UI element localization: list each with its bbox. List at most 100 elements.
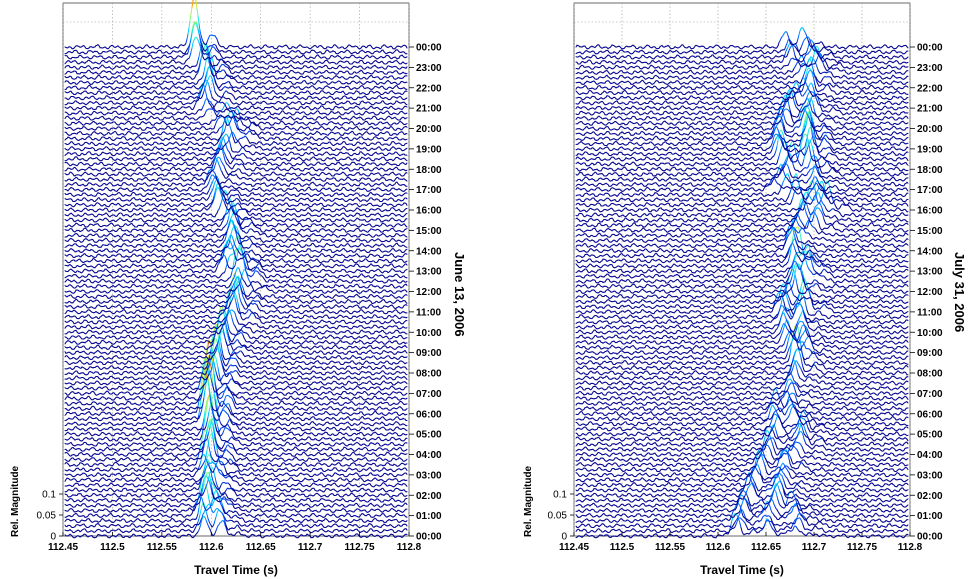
hour-label: 11:00: [416, 307, 441, 318]
waveform-trace: [576, 112, 908, 141]
waveform-trace: [65, 339, 407, 375]
waveform-trace: [65, 37, 407, 64]
x-tick-label: 112.45: [48, 542, 78, 553]
waveform-trace: [65, 22, 407, 59]
waveform-trace: [576, 278, 908, 309]
waveform-trace: [65, 310, 407, 329]
hour-label: 15:00: [416, 226, 442, 237]
x-tick-label: 112.55: [147, 542, 177, 553]
left-x-axis-label: Travel Time (s): [194, 563, 278, 577]
waveform-trace: [576, 40, 908, 59]
hour-label: 08:00: [416, 369, 442, 380]
waveform-trace: [65, 176, 407, 197]
waveform-trace: [576, 199, 908, 227]
x-tick-label: 112.75: [345, 542, 375, 553]
hour-label: 08:00: [917, 369, 943, 380]
hour-label: 18:00: [416, 165, 442, 176]
hour-label: 06:00: [917, 409, 943, 420]
waveform-trace: [65, 358, 407, 395]
right-y-ticks: 0 0.05 0.1: [548, 490, 574, 543]
waveform-trace: [576, 98, 908, 125]
hour-label: 01:00: [917, 511, 943, 522]
hour-label: 18:00: [917, 165, 943, 176]
y-tick-label: 0: [561, 532, 567, 543]
hour-label: 21:00: [416, 104, 442, 115]
waveform-trace: [65, 184, 407, 207]
left-date-label: June 13, 2006: [452, 252, 467, 337]
waveform-trace: [576, 128, 908, 156]
hour-label: 14:00: [917, 246, 943, 257]
hour-label: 13:00: [416, 267, 442, 278]
waveform-trace: [576, 311, 908, 334]
hour-label: 04:00: [416, 450, 442, 461]
x-tick-label: 112.8: [898, 542, 923, 553]
left-y-ticks: 00.050.1: [37, 490, 63, 543]
hour-label: 19:00: [416, 144, 442, 155]
right-y-axis-label: Rel. Magnitude: [523, 465, 534, 537]
waveform-trace: [65, 310, 407, 339]
hour-label: 22:00: [917, 83, 943, 94]
hour-label: 22:00: [416, 83, 442, 94]
right-x-ticks: 112.45 112.5 112.55 112.6 112.65 112.7 112.75 1…: [559, 532, 923, 553]
hour-label: 01:00: [416, 511, 442, 522]
hour-label: 09:00: [917, 348, 943, 359]
right-date-label: July 31, 2006: [952, 252, 967, 332]
hour-label: 00:00: [416, 43, 442, 54]
hour-label: 00:00: [416, 532, 442, 543]
hour-label: 05:00: [917, 430, 943, 441]
left-waveform-panel: 112.45 112.5 112.55 112.6 112.65 112.7 112.75 1…: [10, 0, 467, 577]
hour-label: 06:00: [416, 409, 442, 420]
right-x-axis-label: Travel Time (s): [700, 563, 784, 577]
hour-label: 07:00: [917, 389, 943, 400]
waveform-trace: [65, 395, 407, 431]
hour-label: 20:00: [917, 124, 943, 135]
x-tick-label: 112.7: [802, 542, 827, 553]
waveform-trace: [576, 270, 908, 299]
hour-label: 20:00: [416, 124, 442, 135]
x-tick-label: 112.5: [610, 542, 635, 553]
hour-label: 16:00: [917, 206, 943, 217]
left-hour-labels: 00:0001:0002:0003:0004:0005:0006:0007:00…: [409, 43, 442, 543]
x-tick-label: 112.65: [246, 542, 276, 553]
waveform-trace: [65, 49, 407, 79]
hour-label: 14:00: [416, 246, 442, 257]
x-tick-label: 112.7: [298, 542, 323, 553]
hour-label: 23:00: [917, 63, 943, 74]
hour-label: 05:00: [416, 430, 442, 441]
waveform-trace: [576, 411, 908, 431]
hour-label: 15:00: [917, 226, 943, 237]
hour-label: 21:00: [917, 104, 943, 115]
hour-label: 10:00: [917, 328, 943, 339]
x-tick-label: 112.6: [706, 542, 731, 553]
hour-label: 12:00: [917, 287, 943, 298]
waveform-trace: [576, 284, 908, 313]
waveform-trace: [576, 28, 908, 49]
waveform-trace: [576, 164, 908, 181]
y-tick-label: 0.1: [42, 490, 56, 501]
hour-label: 10:00: [416, 328, 442, 339]
hour-label: 17:00: [917, 185, 943, 196]
hour-label: 19:00: [917, 144, 943, 155]
waveform-trace: [576, 37, 908, 54]
hour-label: 02:00: [416, 491, 442, 502]
hour-label: 02:00: [917, 491, 943, 502]
x-tick-label: 112.55: [655, 542, 685, 553]
hour-label: 03:00: [416, 470, 442, 481]
left-traces: [65, 0, 407, 538]
hour-label: 00:00: [917, 532, 943, 543]
waveform-trace: [65, 220, 407, 247]
waveform-trace: [65, 169, 407, 186]
waveform-trace: [65, 289, 407, 318]
hour-label: 17:00: [416, 185, 442, 196]
right-traces: [576, 28, 908, 538]
waveform-trace: [576, 264, 908, 293]
y-tick-label: 0.1: [553, 490, 567, 501]
hour-label: 23:00: [416, 63, 442, 74]
waveform-trace: [65, 503, 407, 532]
hour-label: 04:00: [917, 450, 943, 461]
waveform-trace: [576, 225, 908, 242]
y-tick-label: 0.05: [548, 511, 568, 522]
hour-label: 11:00: [917, 307, 942, 318]
right-waveform-panel: 112.45 112.5 112.55 112.6 112.65 112.7 112.75 1…: [523, 3, 967, 577]
